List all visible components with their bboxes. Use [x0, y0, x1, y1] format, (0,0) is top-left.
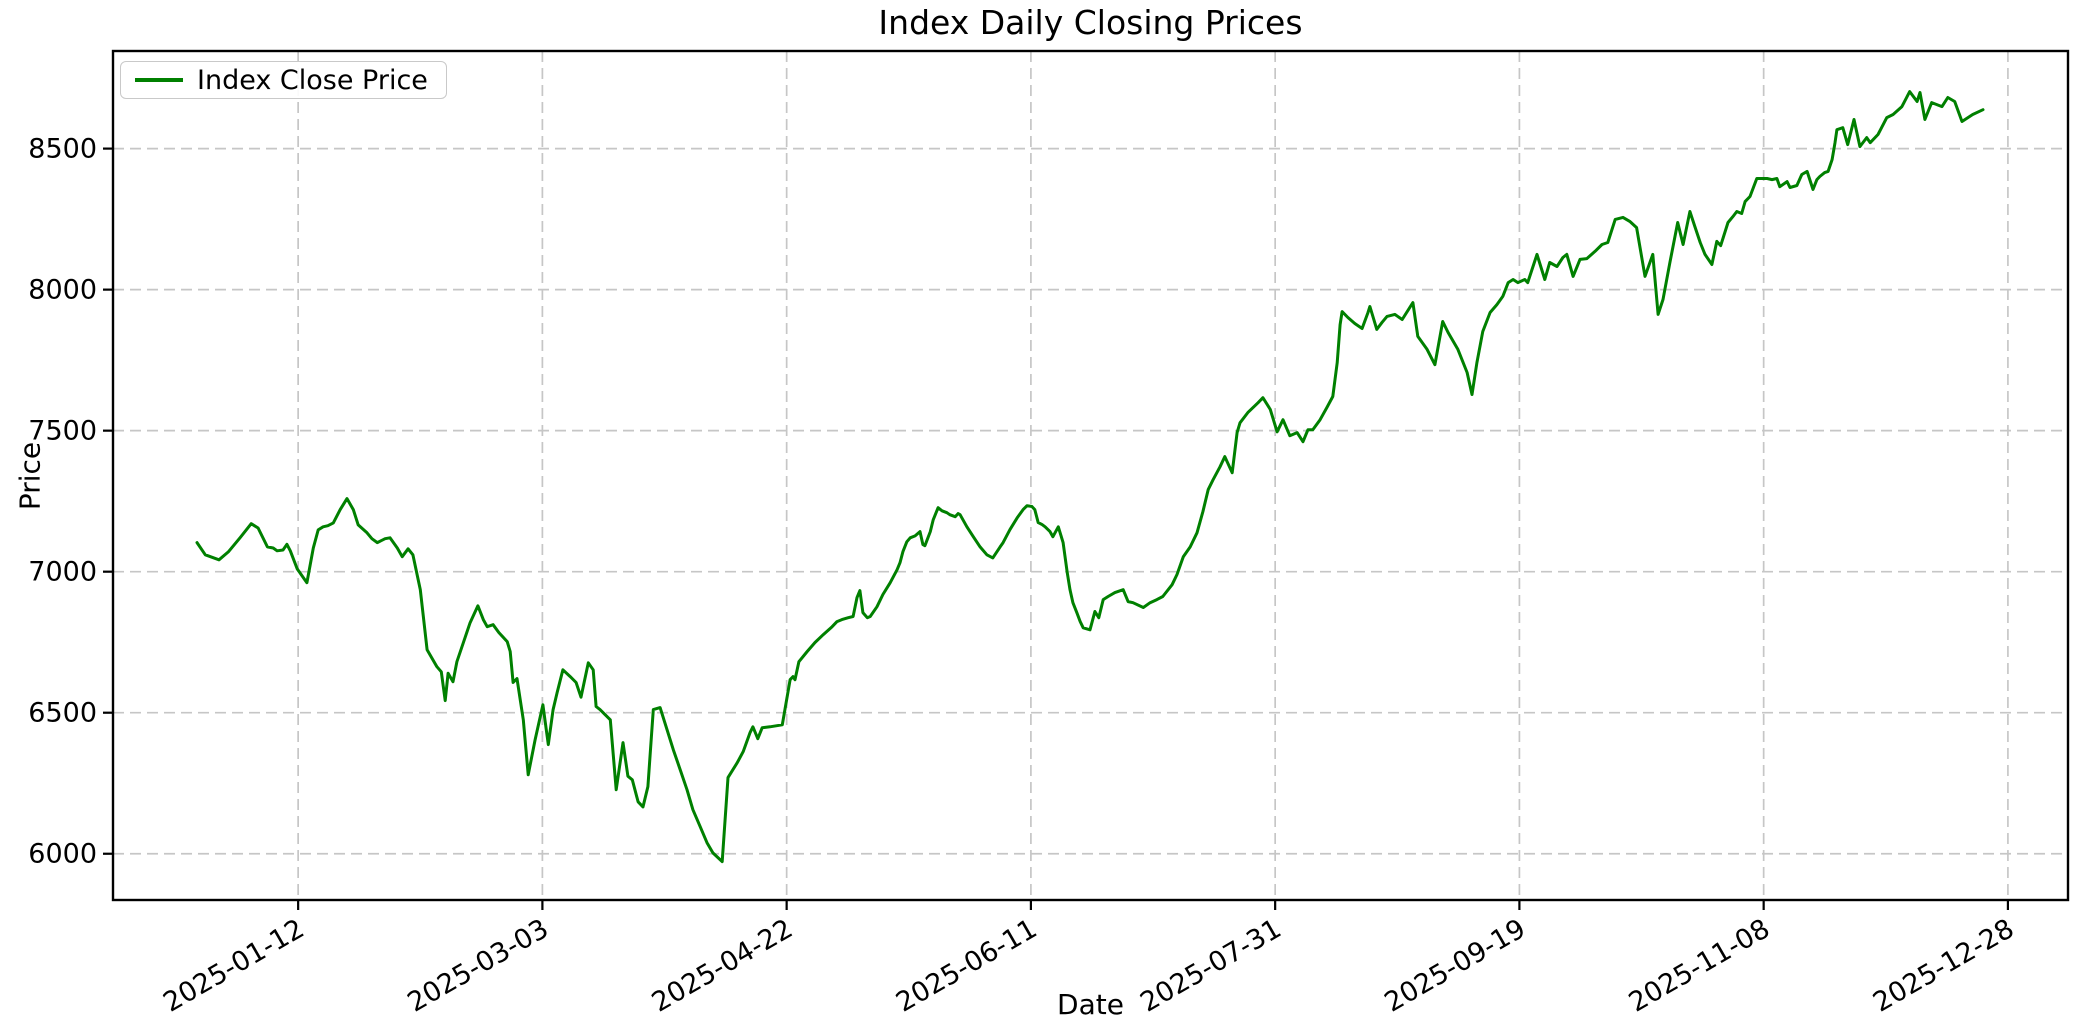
- y-tick-label: 6500: [28, 698, 97, 729]
- chart-title: Index Daily Closing Prices: [878, 3, 1303, 42]
- y-tick-label: 7000: [28, 557, 97, 588]
- legend-label: Index Close Price: [197, 64, 428, 96]
- legend: Index Close Price: [120, 61, 447, 99]
- price-line: [195, 90, 1985, 864]
- y-axis-title: Price: [13, 441, 47, 511]
- x-axis-title: Date: [1057, 988, 1124, 1021]
- y-tick-label: 8500: [28, 134, 97, 165]
- y-tick-label: 8000: [28, 275, 97, 306]
- legend-line-swatch: [135, 78, 183, 82]
- axes-frame: [111, 49, 2070, 902]
- y-tick-label: 6000: [28, 839, 97, 870]
- y-tick-label: 7500: [28, 416, 97, 447]
